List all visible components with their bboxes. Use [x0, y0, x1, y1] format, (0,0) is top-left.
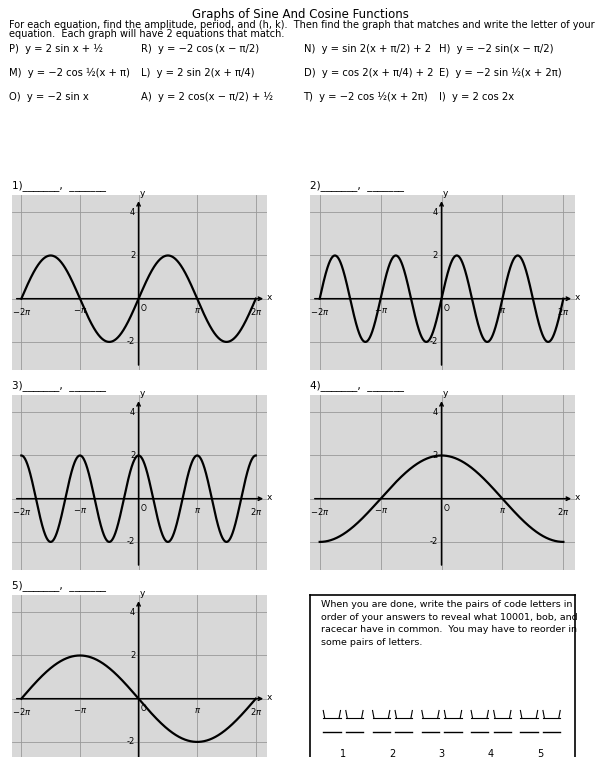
Text: O: O	[141, 304, 147, 313]
Text: A)  y = 2 cos(x − π/2) + ½: A) y = 2 cos(x − π/2) + ½	[141, 92, 273, 102]
Text: 3)_______,  _______: 3)_______, _______	[12, 380, 106, 391]
Text: -2: -2	[127, 537, 135, 547]
Text: 4: 4	[433, 408, 438, 417]
Text: x: x	[267, 493, 272, 502]
Text: 2: 2	[433, 451, 438, 460]
Text: T)  y = −2 cos ½(x + 2π): T) y = −2 cos ½(x + 2π)	[304, 92, 428, 102]
Text: 4: 4	[488, 749, 494, 757]
Text: x: x	[575, 293, 580, 302]
Text: 2)_______,  _______: 2)_______, _______	[310, 180, 404, 192]
Text: $-\pi$: $-\pi$	[374, 506, 388, 516]
Text: H)  y = −2 sin(x − π/2): H) y = −2 sin(x − π/2)	[439, 44, 554, 54]
Text: $2\pi$: $2\pi$	[557, 506, 570, 517]
Text: equation.  Each graph will have 2 equations that match.: equation. Each graph will have 2 equatio…	[9, 29, 284, 39]
Text: N)  y = sin 2(x + π/2) + 2: N) y = sin 2(x + π/2) + 2	[304, 44, 431, 54]
Text: When you are done, write the pairs of code letters in
order of your answers to r: When you are done, write the pairs of co…	[320, 600, 577, 646]
Text: $-2\pi$: $-2\pi$	[11, 506, 31, 517]
Text: 2: 2	[389, 749, 395, 757]
Text: $-2\pi$: $-2\pi$	[11, 307, 31, 317]
Text: R)  y = −2 cos (x − π/2): R) y = −2 cos (x − π/2)	[141, 44, 260, 54]
Text: $2\pi$: $2\pi$	[557, 307, 570, 317]
Text: -2: -2	[430, 537, 438, 547]
Text: 1)_______,  _______: 1)_______, _______	[12, 180, 106, 192]
Text: 5)_______,  _______: 5)_______, _______	[12, 581, 106, 591]
Text: y: y	[443, 388, 448, 397]
Text: 4: 4	[130, 608, 135, 617]
Text: O)  y = −2 sin x: O) y = −2 sin x	[9, 92, 89, 102]
Text: $-\pi$: $-\pi$	[73, 706, 87, 715]
Text: Graphs of Sine And Cosine Functions: Graphs of Sine And Cosine Functions	[192, 8, 409, 20]
Text: $2\pi$: $2\pi$	[249, 506, 262, 517]
Text: $-\pi$: $-\pi$	[73, 307, 87, 315]
Text: 4: 4	[130, 207, 135, 217]
Text: D)  y = cos 2(x + π/4) + 2: D) y = cos 2(x + π/4) + 2	[304, 68, 433, 78]
Text: O: O	[141, 504, 147, 513]
Text: 2: 2	[130, 451, 135, 460]
Text: -2: -2	[127, 737, 135, 746]
Text: x: x	[267, 693, 272, 702]
Text: O: O	[141, 704, 147, 713]
Text: O: O	[444, 304, 450, 313]
Text: M)  y = −2 cos ½(x + π): M) y = −2 cos ½(x + π)	[9, 68, 130, 78]
Text: 2: 2	[130, 251, 135, 260]
Text: $\pi$: $\pi$	[194, 307, 201, 315]
Text: 4: 4	[130, 408, 135, 417]
Text: $-2\pi$: $-2\pi$	[310, 506, 329, 517]
Text: 3: 3	[439, 749, 445, 757]
Text: $2\pi$: $2\pi$	[249, 307, 262, 317]
Text: 2: 2	[130, 651, 135, 660]
Text: $2\pi$: $2\pi$	[249, 706, 262, 718]
Text: $-\pi$: $-\pi$	[374, 307, 388, 315]
Text: $\pi$: $\pi$	[499, 307, 506, 315]
Text: 2: 2	[433, 251, 438, 260]
Text: $\pi$: $\pi$	[499, 506, 506, 516]
Text: -2: -2	[127, 338, 135, 347]
Text: 4)_______,  _______: 4)_______, _______	[310, 380, 404, 391]
Text: x: x	[267, 293, 272, 302]
Text: I)  y = 2 cos 2x: I) y = 2 cos 2x	[439, 92, 514, 102]
Text: y: y	[140, 188, 145, 198]
Text: x: x	[575, 493, 580, 502]
Text: 5: 5	[537, 749, 543, 757]
Text: 4: 4	[433, 207, 438, 217]
Text: For each equation, find the amplitude, period, and (h, k).  Then find the graph : For each equation, find the amplitude, p…	[9, 20, 594, 30]
Text: -2: -2	[430, 338, 438, 347]
Text: 1: 1	[340, 749, 346, 757]
Text: y: y	[140, 388, 145, 397]
Text: $\pi$: $\pi$	[194, 706, 201, 715]
Text: y: y	[140, 589, 145, 597]
Text: y: y	[443, 188, 448, 198]
Text: $\pi$: $\pi$	[194, 506, 201, 516]
Text: L)  y = 2 sin 2(x + π/4): L) y = 2 sin 2(x + π/4)	[141, 68, 255, 78]
Text: O: O	[444, 504, 450, 513]
Text: $-\pi$: $-\pi$	[73, 506, 87, 516]
Text: P)  y = 2 sin x + ½: P) y = 2 sin x + ½	[9, 44, 103, 54]
Text: $-2\pi$: $-2\pi$	[310, 307, 329, 317]
Text: $-2\pi$: $-2\pi$	[11, 706, 31, 718]
Text: E)  y = −2 sin ½(x + 2π): E) y = −2 sin ½(x + 2π)	[439, 68, 561, 78]
